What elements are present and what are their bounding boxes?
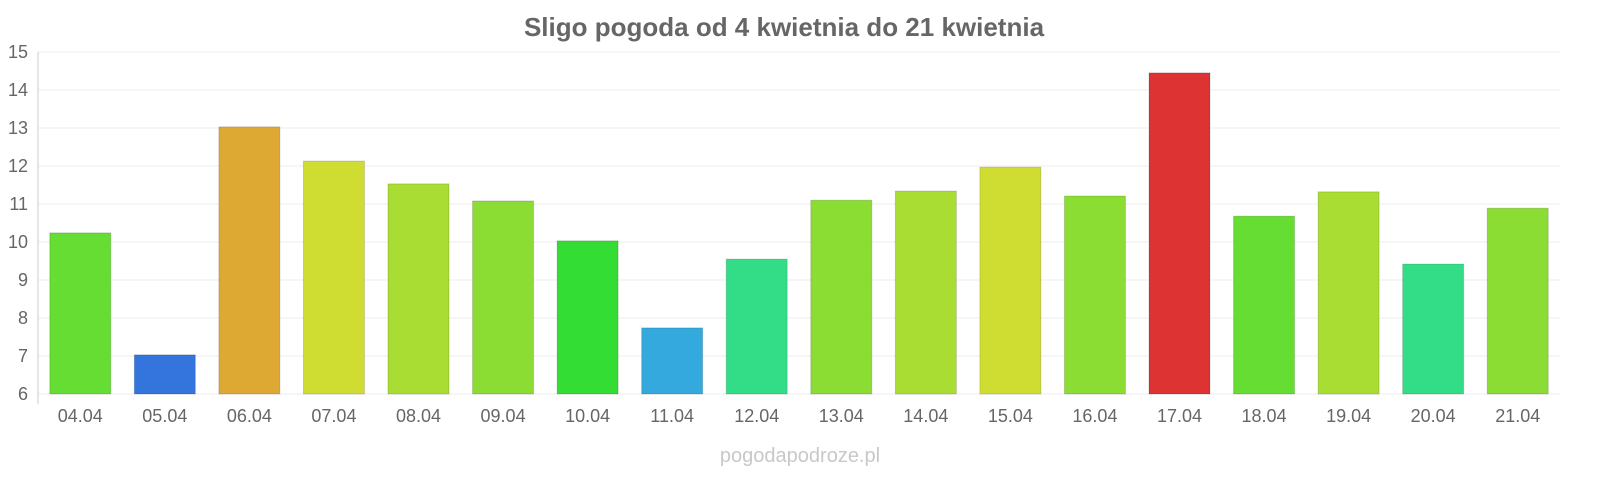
- bar-19.04: [1317, 191, 1380, 395]
- y-tick-label: 12: [8, 156, 28, 176]
- x-tick-label: 12.04: [734, 406, 779, 426]
- x-tick-label: 17.04: [1157, 406, 1202, 426]
- bar-04.04: [49, 232, 112, 395]
- x-tick-label: 11.04: [650, 406, 694, 426]
- x-tick-label: 10.04: [565, 406, 610, 426]
- chart-title: Sligo pogoda od 4 kwietnia do 21 kwietni…: [524, 12, 1045, 42]
- y-tick-label: 9: [18, 270, 28, 290]
- x-tick-label: 21.04: [1495, 406, 1540, 426]
- y-tick-label: 14: [8, 80, 28, 100]
- y-tick-label: 8: [18, 308, 28, 328]
- bar-18.04: [1233, 215, 1296, 395]
- bar-20.04: [1402, 263, 1465, 395]
- bar-17.04: [1148, 72, 1211, 395]
- bar-05.04: [133, 354, 196, 395]
- y-tick-label: 10: [8, 232, 28, 252]
- x-tick-label: 20.04: [1411, 406, 1456, 426]
- x-tick-label: 19.04: [1326, 406, 1371, 426]
- y-tick-label: 6: [18, 384, 28, 404]
- y-tick-label: 11: [9, 194, 28, 214]
- x-tick-label: 13.04: [819, 406, 864, 426]
- y-tick-label: 15: [8, 42, 28, 62]
- x-tick-label: 14.04: [903, 406, 948, 426]
- bar-12.04: [725, 258, 788, 395]
- x-tick-label: 15.04: [988, 406, 1033, 426]
- bar-15.04: [979, 166, 1042, 395]
- watermark: pogodapodroze.pl: [720, 445, 880, 467]
- x-tick-label: 18.04: [1242, 406, 1287, 426]
- x-tick-label: 07.04: [311, 406, 356, 426]
- x-tick-label: 08.04: [396, 406, 441, 426]
- bar-14.04: [894, 190, 957, 395]
- bar-16.04: [1063, 195, 1126, 395]
- x-tick-label: 16.04: [1072, 406, 1117, 426]
- bar-10.04: [556, 240, 619, 395]
- x-tick-label: 09.04: [481, 406, 526, 426]
- y-tick-label: 7: [18, 346, 28, 366]
- bar-06.04: [218, 126, 281, 395]
- bar-13.04: [810, 199, 873, 395]
- bar-21.04: [1486, 207, 1549, 395]
- y-tick-label: 13: [8, 118, 28, 138]
- x-tick-label: 05.04: [142, 406, 187, 426]
- bar-11.04: [641, 327, 704, 395]
- x-tick-label: 04.04: [58, 406, 103, 426]
- bar-08.04: [387, 183, 450, 395]
- bar-07.04: [302, 160, 365, 395]
- x-tick-label: 06.04: [227, 406, 272, 426]
- bar-09.04: [472, 200, 535, 395]
